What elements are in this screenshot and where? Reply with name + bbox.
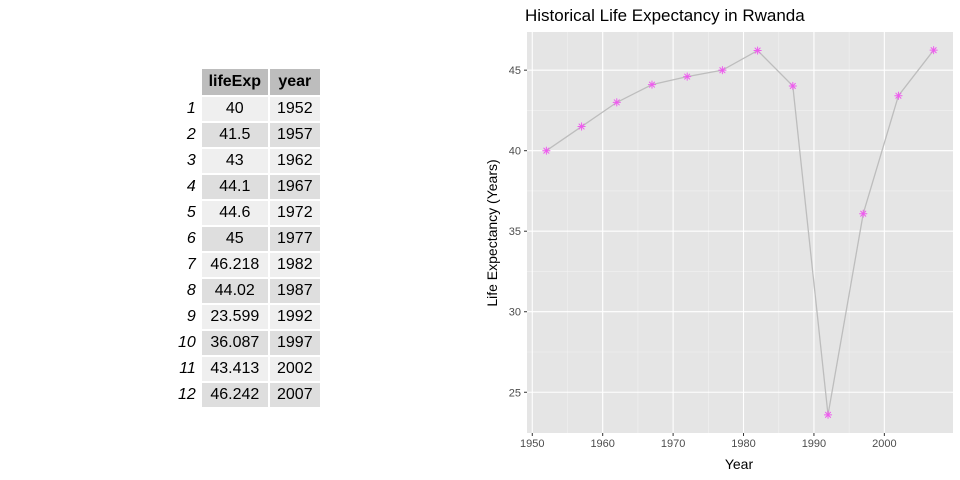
table-corner-cell [172,69,200,95]
cell-lifeexp: 45 [201,227,268,251]
table-body: 1 40 1952 2 41.5 1957 3 43 1962 4 44.1 1967 5 44.6 197… [172,97,320,407]
data-point [823,410,833,419]
cell-lifeexp: 36.087 [201,331,268,355]
data-point [683,72,692,81]
table-row: 11 43.413 2002 [172,357,320,381]
data-point [788,81,797,91]
data-point [753,46,762,55]
table-row: 3 43 1962 [172,149,320,173]
cell-year: 1992 [269,305,320,329]
row-index: 8 [186,282,196,299]
row-index: 11 [179,360,196,377]
cell-lifeexp: 44.1 [201,175,268,199]
x-tick-label: 1960 [590,438,614,450]
table-row: 1 40 1952 [172,97,320,121]
table-row: 9 23.599 1992 [172,305,320,329]
x-tick-label: 2000 [872,438,896,450]
y-tick-label: 35 [509,226,521,238]
data-point [929,46,938,55]
data-point [577,122,586,131]
cell-year: 1957 [269,123,320,147]
data-table: lifeExp year 1 40 1952 2 41.5 1957 3 43 1962 4 44.… [170,67,322,409]
table-row: 8 44.02 1987 [172,279,320,303]
cell-lifeexp: 23.599 [201,305,268,329]
cell-lifeexp: 41.5 [201,123,268,147]
table-row: 7 46.218 1982 [172,253,320,277]
cell-year: 1972 [269,201,320,225]
y-tick-label: 45 [509,65,521,77]
chart-title: Historical Life Expectancy in Rwanda [525,6,805,25]
series-line [545,49,935,415]
row-index: 4 [186,178,196,195]
row-index: 10 [178,334,196,351]
row-index: 5 [186,204,196,221]
y-axis-title: Life Expectancy (Years) [484,159,500,306]
cell-lifeexp: 43 [201,149,268,173]
cell-lifeexp: 44.02 [201,279,268,303]
table-header-row: lifeExp year [172,69,320,95]
data-point [612,98,621,107]
table-row: 6 45 1977 [172,227,320,251]
x-tick-label: 1980 [731,438,755,450]
major-gridlines [527,32,953,433]
cell-year: 1987 [269,279,320,303]
cell-year: 1997 [269,331,320,355]
x-tick-label: 1970 [661,438,685,450]
cell-lifeexp: 40 [201,97,268,121]
data-point [542,146,551,155]
cell-lifeexp: 46.242 [201,383,268,407]
data-point [718,66,727,75]
x-tick-label: 1950 [520,438,544,450]
row-index: 12 [178,386,196,403]
row-index: 2 [186,126,196,143]
cell-year: 2007 [269,383,320,407]
cell-lifeexp: 44.6 [201,201,268,225]
cell-year: 1952 [269,97,320,121]
life-expectancy-chart: Historical Life Expectancy in Rwanda 195… [484,6,953,472]
column-header-lifeexp: lifeExp [201,69,268,95]
cell-year: 1967 [269,175,320,199]
cell-year: 1982 [269,253,320,277]
table-row: 12 46.242 2007 [172,383,320,407]
y-axis: 25 30 35 40 45 [509,65,527,399]
x-axis: 1950 1960 1970 1980 1990 2000 [520,433,897,450]
y-tick-label: 30 [509,307,521,319]
row-index: 6 [186,230,196,247]
x-tick-label: 1990 [802,438,826,450]
cell-lifeexp: 43.413 [201,357,268,381]
column-header-year: year [269,69,320,95]
row-index: 3 [186,152,196,169]
table-row: 2 41.5 1957 [172,123,320,147]
cell-year: 2002 [269,357,320,381]
cell-year: 1977 [269,227,320,251]
minor-gridlines [527,32,953,433]
plot-panel [527,32,953,433]
row-index: 9 [186,308,196,325]
table-row: 10 36.087 1997 [172,331,320,355]
cell-lifeexp: 46.218 [201,253,268,277]
data-point [647,80,657,89]
data-series [542,46,938,419]
table-row: 5 44.6 1972 [172,201,320,225]
y-tick-label: 25 [509,387,521,399]
row-index: 1 [186,100,196,117]
cell-year: 1962 [269,149,320,173]
data-point [894,91,903,100]
data-point [859,209,868,218]
y-tick-label: 40 [509,146,521,158]
row-index: 7 [186,256,196,273]
table-row: 4 44.1 1967 [172,175,320,199]
x-axis-title: Year [725,456,754,472]
